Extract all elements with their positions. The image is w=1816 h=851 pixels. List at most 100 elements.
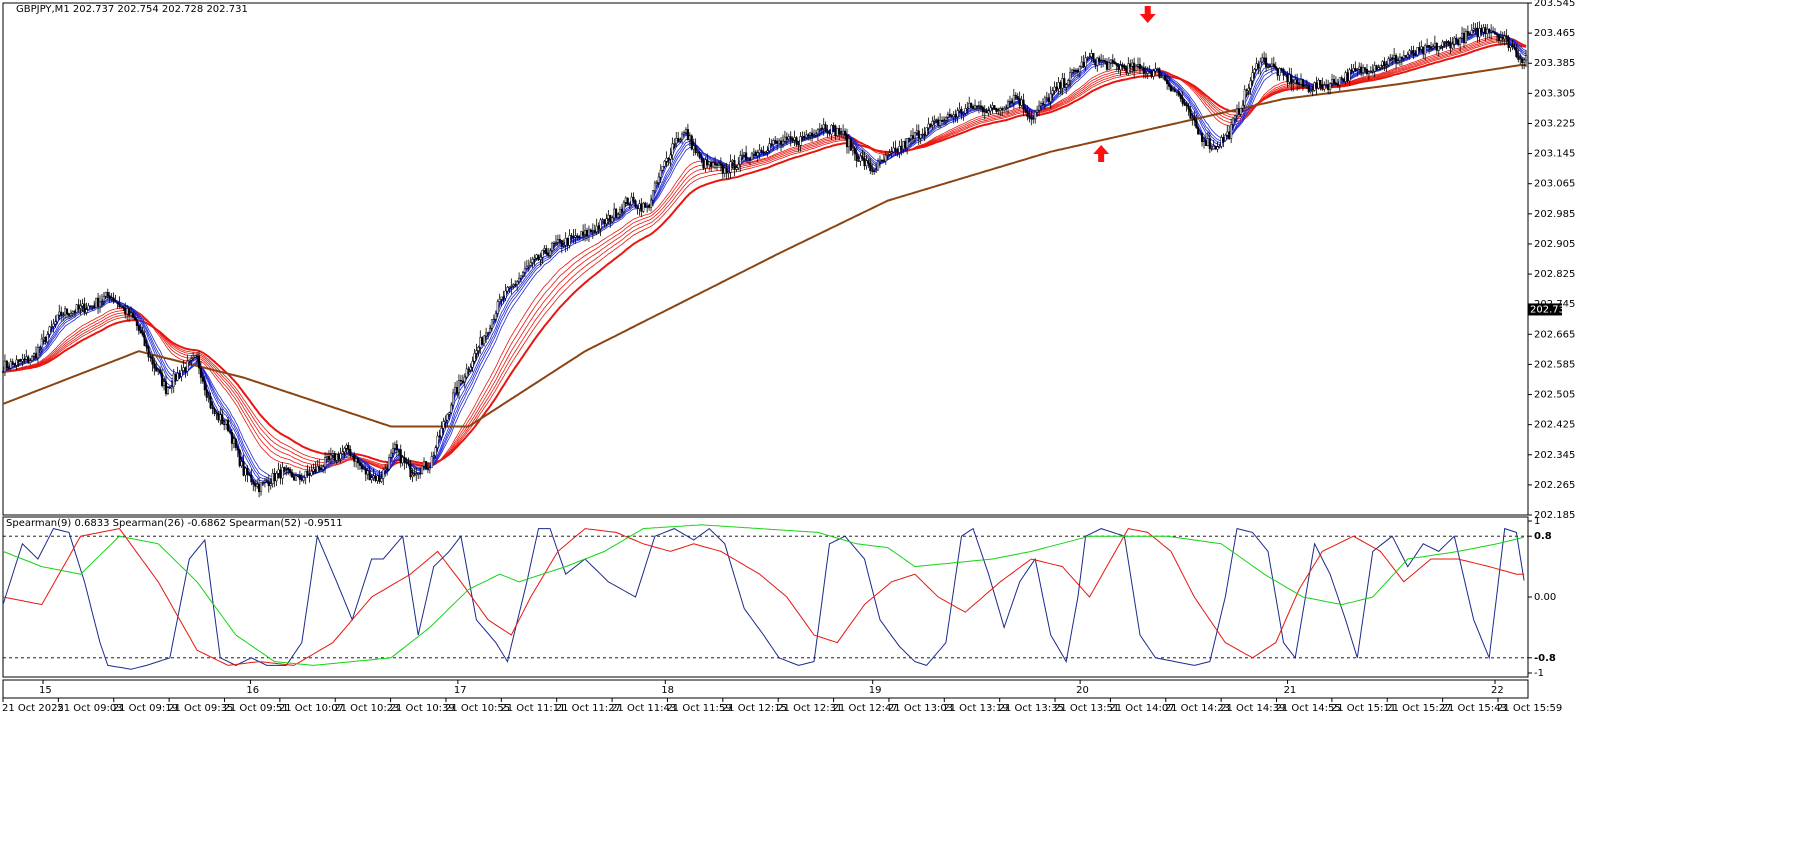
time-tick-label: 21 Oct 2025	[2, 703, 64, 714]
price-bar-body	[7, 367, 10, 369]
price-bar-body	[591, 230, 594, 232]
price-bar-body	[764, 151, 767, 154]
price-bar-body	[1503, 35, 1506, 40]
price-bar-body	[339, 453, 342, 460]
price-bar-body	[310, 471, 313, 476]
price-bar-body	[421, 465, 424, 474]
price-bar-body	[428, 467, 431, 470]
price-bar-body	[170, 386, 173, 389]
price-pane[interactable]: GBPJPY,M1 202.737 202.754 202.728 202.73…	[1, 0, 1575, 521]
price-bar-body	[671, 143, 674, 156]
price-bar-body	[729, 161, 732, 173]
price-bar-body	[543, 248, 546, 251]
price-bar-body	[644, 202, 647, 207]
price-bar-body	[649, 199, 653, 208]
price-bar-body	[372, 475, 375, 478]
price-bar-body	[1218, 146, 1221, 148]
price-bar-body	[1241, 104, 1244, 109]
price-bar-body	[1305, 85, 1308, 87]
price-bar-body	[1030, 118, 1033, 120]
price-bar-body	[871, 170, 874, 172]
price-bar-body	[717, 163, 720, 166]
price-bar-body	[1088, 56, 1091, 58]
price-bar-body	[766, 150, 769, 153]
price-bar-body	[774, 140, 777, 142]
price-bar-body	[739, 155, 742, 165]
price-bar-body	[492, 318, 495, 321]
price-bar-body	[360, 465, 363, 470]
price-bar-body	[935, 119, 938, 121]
price-bar-body	[1160, 76, 1163, 79]
price-bar-body	[1125, 67, 1128, 74]
spearman-pane[interactable]: Spearman(9) 0.6833 Spearman(26) -0.6862 …	[2, 516, 1556, 679]
price-bar-body	[549, 250, 552, 256]
price-bar-body	[560, 240, 563, 247]
price-bar-body	[1480, 28, 1483, 33]
price-bar-body	[100, 300, 104, 303]
spearman-line	[2, 527, 1525, 670]
price-bar-body	[1344, 72, 1347, 82]
price-bar-body	[997, 110, 1000, 112]
price-bar-body	[867, 160, 870, 164]
price-bar-body	[750, 153, 753, 161]
price-bar-body	[1008, 100, 1012, 103]
price-bar-body	[941, 120, 944, 122]
price-bar-body	[337, 454, 340, 460]
price-bar-body	[91, 305, 94, 307]
price-bar-body	[1092, 52, 1095, 62]
price-bar-body	[333, 453, 336, 461]
price-bar-body	[73, 311, 76, 313]
price-bar-body	[500, 296, 503, 300]
price-bar-body	[269, 483, 272, 487]
price-bar-body	[975, 105, 979, 107]
price-bar-body	[432, 455, 435, 457]
price-bar-body	[795, 137, 798, 145]
price-bar-body	[1177, 91, 1180, 96]
price-bar-body	[1433, 42, 1436, 47]
price-bar-body	[556, 239, 559, 243]
price-bar-body	[977, 105, 980, 107]
price-bar-body	[989, 107, 992, 112]
price-bar-body	[1375, 65, 1378, 70]
price-bar-body	[1317, 79, 1320, 89]
price-bar-body	[684, 129, 688, 133]
price-bar-body	[1482, 27, 1485, 33]
price-bar-body	[1003, 107, 1006, 111]
price-bar-body	[1193, 117, 1196, 121]
price-bar-body	[265, 480, 268, 483]
price-bar-body	[223, 423, 226, 425]
price-bar-body	[904, 141, 907, 148]
price-bar-body	[884, 155, 887, 162]
price-bar-body	[1265, 57, 1268, 68]
price-bar-body	[603, 219, 606, 225]
time-tick-label: 21 Oct 14:23	[1165, 703, 1230, 714]
price-bar-body	[1127, 63, 1130, 74]
price-bar-body	[164, 381, 168, 394]
spearman-line	[2, 528, 1525, 666]
price-bar-body	[217, 412, 220, 421]
price-bars	[1, 21, 1528, 498]
price-bar-body	[832, 125, 835, 127]
price-bar-body	[807, 134, 810, 136]
price-bar-body	[38, 346, 41, 349]
price-bar-body	[364, 468, 367, 475]
price-bar-body	[473, 353, 476, 362]
price-bar-body	[314, 468, 317, 473]
price-bar-body	[1389, 57, 1392, 60]
price-bar-body	[1175, 91, 1178, 93]
price-bar-body	[475, 350, 478, 354]
price-bar-body	[1148, 71, 1151, 73]
price-bar-body	[1195, 119, 1198, 128]
price-bar-body	[401, 457, 404, 464]
price-bar-body	[1408, 50, 1411, 56]
price-bar-body	[419, 473, 422, 475]
price-bar-body	[1493, 31, 1497, 35]
price-bar-body	[1202, 140, 1206, 142]
price-bar-body	[25, 356, 28, 360]
price-bar-body	[1387, 58, 1390, 66]
price-bar-body	[44, 336, 47, 343]
price-bar-body	[1336, 84, 1339, 86]
price-bar-body	[820, 128, 823, 130]
